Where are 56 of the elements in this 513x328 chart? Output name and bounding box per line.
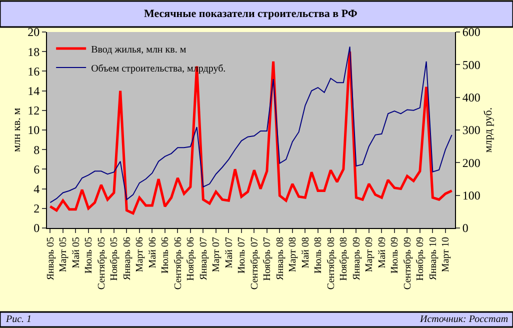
x-tick-label: Июль 07	[236, 237, 248, 274]
x-tick-label: Июль 05	[84, 237, 95, 274]
x-tick-label: Ноябрь 07	[262, 237, 274, 281]
y-tick-label: 18	[28, 44, 40, 59]
text: Рис. 1	[5, 314, 32, 325]
x-tick-label: Сентябрь 08	[326, 237, 337, 290]
x-tick-label: Июль 09	[390, 237, 401, 274]
text: Источник: Росстат	[419, 314, 508, 325]
y-tick-label: 6	[34, 162, 40, 176]
y-tick-label: 2	[34, 202, 40, 216]
y-tick-label: 20	[28, 25, 40, 40]
y-tick-label: 0	[34, 221, 40, 236]
x-tick-label: Ноябрь 05	[109, 237, 120, 281]
x-tick-label: Июль 06	[160, 237, 172, 274]
legend-label: Ввод жилья, млн кв. м	[91, 44, 187, 56]
x-tick-label: Май 06	[147, 237, 158, 268]
y2-tick-label: 400	[462, 90, 480, 105]
x-tick-label: Ноябрь 06	[186, 237, 197, 281]
x-tick-label: Январь 10	[428, 237, 439, 280]
x-tick-label: Май 09	[376, 237, 388, 268]
x-tick-label: Март 05	[58, 237, 70, 272]
x-tick-label: Сентябрь 07	[249, 237, 260, 290]
y2-tick-label: 600	[462, 25, 480, 40]
x-tick-label: Июль 08	[313, 237, 324, 274]
x-tick-label: Май 07	[224, 237, 235, 268]
x-tick-label: Ноябрь 09	[415, 237, 426, 281]
x-tick-label: Сентябрь 09	[402, 237, 414, 290]
y2-tick-label: 100	[462, 188, 480, 203]
y-tick-label: 12	[28, 104, 40, 118]
y-tick-label: 16	[28, 64, 40, 78]
x-tick-label: Март 08	[288, 237, 299, 272]
y2-axis-title: млрд руб.	[482, 107, 495, 153]
x-tick-label: Январь 08	[274, 237, 286, 280]
chart-title: Месячные показатели строительства в РФ	[144, 8, 358, 20]
x-tick-label: Март 10	[440, 237, 452, 272]
y2-tick-label: 300	[462, 123, 480, 138]
x-tick-label: Январь 09	[351, 237, 362, 280]
x-tick-label: Май 05	[70, 237, 82, 268]
x-tick-label: Март 09	[364, 237, 376, 272]
y-tick-label: 14	[28, 84, 40, 98]
y2-tick-label: 0	[462, 221, 468, 236]
x-tick-label: Сентябрь 06	[172, 237, 184, 290]
x-tick-label: Январь 06	[122, 237, 133, 280]
y2-tick-label: 200	[462, 156, 480, 170]
x-tick-label: Январь 07	[198, 237, 210, 280]
y-tick-label: 10	[28, 123, 40, 138]
y2-tick-label: 500	[462, 58, 480, 72]
x-tick-label: Январь 05	[45, 237, 56, 280]
x-tick-label: Май 08	[300, 237, 312, 268]
x-tick-label: Сентябрь 05	[96, 237, 108, 290]
x-tick-label: Ноябрь 08	[338, 237, 350, 281]
y-tick-label: 4	[34, 182, 40, 196]
y-axis-title: млн кв. м	[11, 108, 24, 152]
x-tick-label: Март 06	[134, 237, 146, 272]
y-tick-label: 8	[34, 142, 40, 157]
x-tick-label: Март 07	[211, 237, 222, 272]
